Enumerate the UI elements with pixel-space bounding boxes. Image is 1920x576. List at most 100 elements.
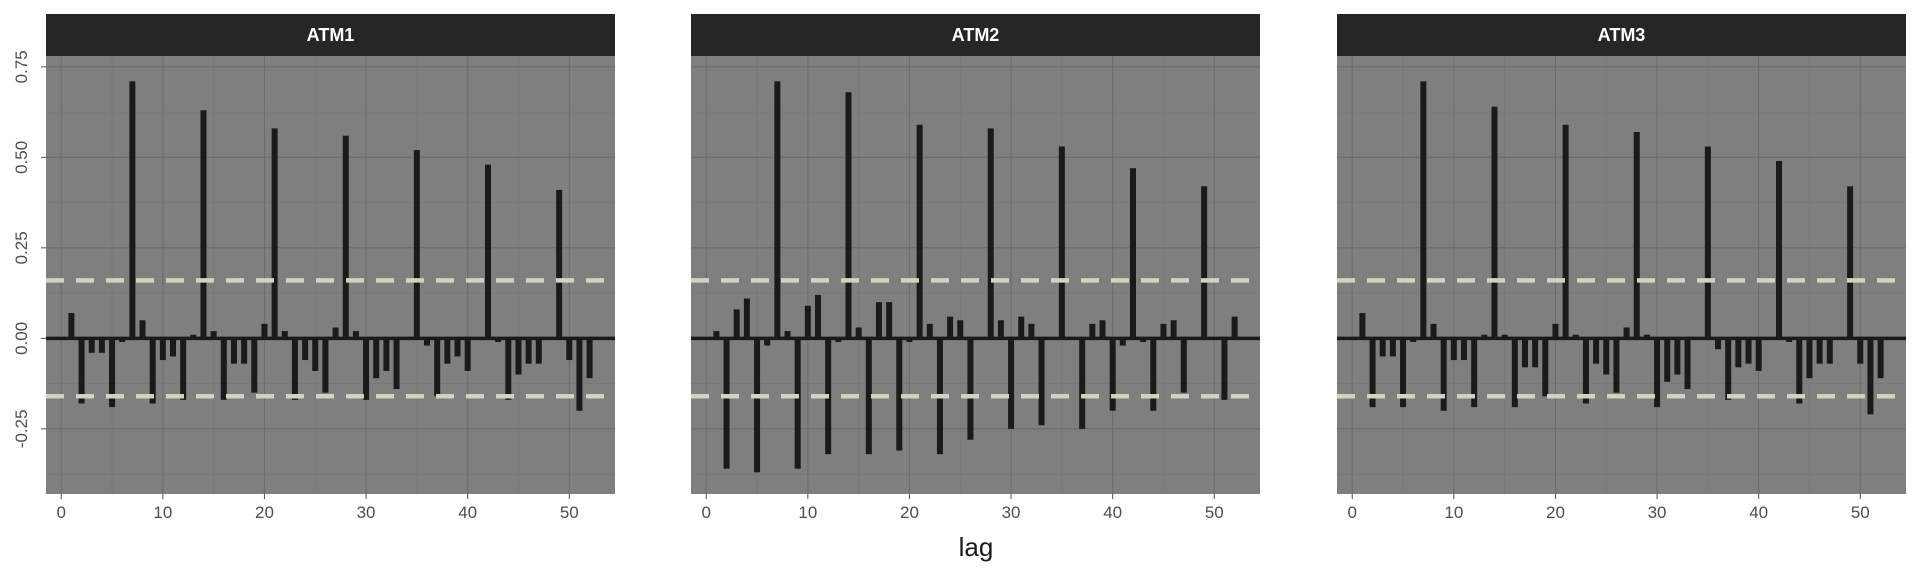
acf-bar	[1816, 338, 1823, 364]
acf-bar	[957, 320, 964, 339]
acf-bar	[322, 338, 329, 393]
panel-background	[46, 56, 615, 494]
acf-bar	[444, 338, 451, 364]
y-tick-label: 0.00	[12, 322, 31, 355]
acf-bar	[987, 128, 994, 339]
x-tick-label: 10	[798, 503, 817, 522]
acf-bar	[967, 338, 974, 440]
acf-bar	[302, 338, 309, 361]
x-tick-label: 50	[560, 503, 579, 522]
acf-bar	[1806, 338, 1813, 379]
acf-bar	[1099, 320, 1106, 339]
acf-bar	[586, 338, 593, 379]
acf-bar	[774, 81, 781, 339]
acf-bar	[1160, 323, 1167, 339]
acf-bar	[1735, 338, 1742, 368]
acf-bar	[119, 338, 126, 342]
x-tick-label: 20	[1546, 503, 1565, 522]
y-tick-label: 0.25	[12, 231, 31, 264]
acf-bar	[1420, 81, 1427, 339]
facet-panel-atm3: ATM3 0 10 20 30 40 50	[1337, 14, 1906, 522]
acf-bar	[1400, 338, 1407, 408]
x-tick-label: 40	[458, 503, 477, 522]
acf-bar	[754, 338, 761, 473]
acf-bar	[190, 334, 197, 339]
x-tick-label: 0	[57, 503, 66, 522]
acf-bar	[1623, 327, 1630, 339]
acf-bar	[896, 338, 903, 451]
acf-bar	[1129, 168, 1136, 339]
acf-bar	[424, 338, 431, 346]
acf-bar	[1119, 338, 1126, 346]
acf-bar	[1369, 338, 1376, 408]
facet-strip	[1337, 14, 1906, 56]
acf-bar	[1089, 323, 1096, 339]
acf-bar	[1511, 338, 1518, 408]
acf-bar	[352, 331, 359, 339]
acf-bar	[997, 320, 1004, 339]
acf-bar	[139, 320, 146, 339]
acf-bar	[312, 338, 319, 371]
acf-bar	[200, 110, 207, 339]
acf-bar	[906, 338, 913, 342]
acf-bar	[1826, 338, 1833, 364]
acf-bar	[1461, 338, 1468, 361]
acf-bar	[804, 305, 811, 339]
acf-bar	[1231, 316, 1238, 339]
acf-bar	[109, 338, 116, 408]
x-tick-label: 0	[1348, 503, 1357, 522]
acf-bar	[1471, 338, 1478, 408]
facet-strip-title: ATM1	[307, 25, 355, 45]
x-tick-label: 30	[357, 503, 376, 522]
acf-bar	[1867, 338, 1874, 415]
acf-bar	[1491, 106, 1498, 339]
acf-bar	[815, 294, 822, 339]
panel-background	[691, 56, 1260, 494]
acf-bar	[926, 323, 933, 339]
acf-bar	[1180, 338, 1187, 393]
facet-strip	[46, 14, 615, 56]
y-axis: -0.25 0.00 0.25 0.50 0.75	[12, 50, 46, 448]
acf-bar	[1715, 338, 1722, 350]
acf-bar	[556, 189, 563, 339]
y-tick-label: 0.50	[12, 141, 31, 174]
acf-bar	[1450, 338, 1457, 361]
acf-bar	[525, 338, 532, 364]
acf-bar	[1440, 338, 1447, 411]
acf-bar	[1725, 338, 1732, 400]
acf-bar	[875, 302, 882, 339]
acf-bar	[1379, 338, 1386, 357]
acf-bar	[576, 338, 583, 411]
acf-bar	[98, 338, 105, 353]
acf-bar	[784, 331, 791, 339]
acf-bar	[88, 338, 95, 353]
acf-bar	[1582, 338, 1589, 404]
acf-bar	[1562, 124, 1569, 339]
acf-bar	[865, 338, 872, 455]
acf-bar	[363, 338, 370, 400]
acf-bar	[1603, 338, 1610, 375]
acf-bar	[947, 316, 954, 339]
acf-bar	[515, 338, 522, 375]
acf-bar	[1572, 334, 1579, 339]
acf-bar	[713, 331, 720, 339]
x-tick-label: 10	[1444, 503, 1463, 522]
acf-bar	[1521, 338, 1528, 368]
x-tick-label: 0	[702, 503, 711, 522]
acf-bar	[916, 124, 923, 339]
facet-panel-atm1: ATM1 0 10 20 30 40 50	[46, 14, 615, 522]
acf-bar	[1664, 338, 1671, 382]
acf-bar	[271, 128, 278, 339]
acf-bar	[1028, 323, 1035, 339]
acf-bar	[1552, 323, 1559, 339]
acf-bar	[1430, 323, 1437, 339]
acf-bar	[393, 338, 400, 390]
acf-bar	[1018, 316, 1025, 339]
acf-bar	[1359, 313, 1366, 339]
acf-bar	[159, 338, 166, 361]
acf-bar	[454, 338, 461, 357]
acf-bar	[129, 81, 136, 339]
acf-bar	[1684, 338, 1691, 390]
facet-strip-title: ATM3	[1598, 25, 1646, 45]
